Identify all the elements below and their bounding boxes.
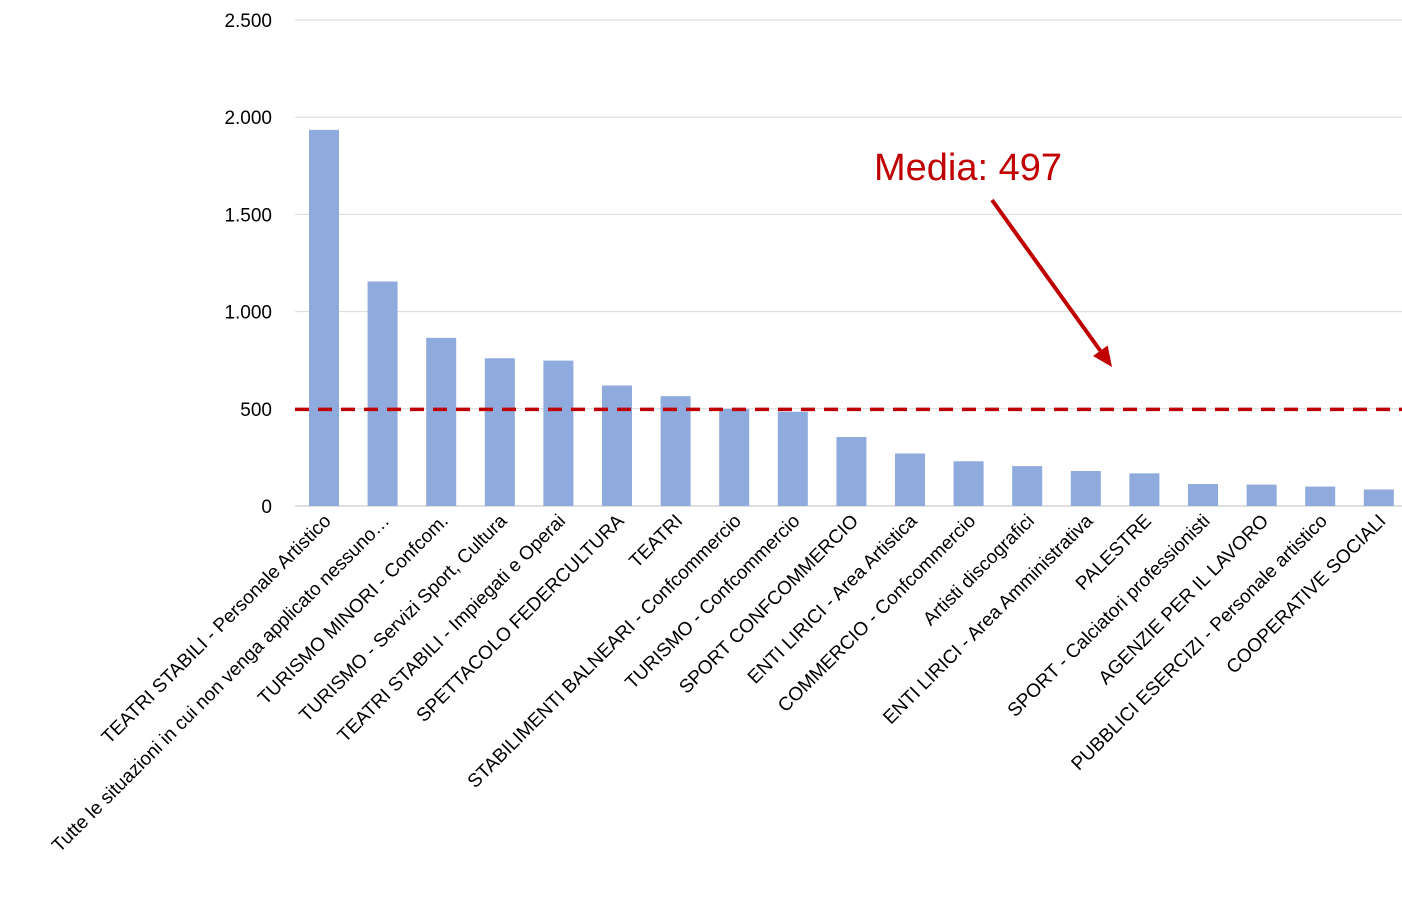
- y-tick-label: 0: [261, 497, 272, 518]
- y-tick-label: 2.000: [224, 108, 272, 129]
- average-annotation: Media: 497: [874, 147, 1112, 367]
- bar: [1012, 466, 1043, 506]
- bar: [660, 396, 691, 506]
- y-tick-label: 500: [240, 400, 272, 421]
- gridlines: [295, 19, 1402, 507]
- y-tick-label: 2.500: [224, 11, 272, 32]
- bars: [309, 129, 1394, 506]
- x-axis-labels: TEATRI STABILI - Personale ArtisticoTutt…: [48, 510, 1390, 856]
- bar: [309, 129, 339, 506]
- x-tick-label: TURISMO - Servizi Sport, Cultura: [296, 510, 512, 726]
- annotation-arrowhead: [1093, 345, 1112, 367]
- bar: [1305, 486, 1336, 506]
- x-tick-label: ENTI LIRICI - Area Amministrativa: [879, 510, 1097, 728]
- y-tick-label: 1.000: [224, 303, 272, 324]
- bar: [484, 358, 515, 506]
- x-tick-label: SPETTACOLO FEDERCULTURA: [413, 510, 629, 726]
- annotation-arrow: [990, 198, 1102, 352]
- bar: [1246, 484, 1277, 506]
- y-tick-label: 1.500: [224, 205, 272, 226]
- bar: [953, 461, 984, 506]
- bar: [1188, 484, 1218, 506]
- bar: [719, 408, 750, 506]
- average-label: Media: 497: [874, 147, 1062, 189]
- bar: [895, 453, 925, 506]
- bar: [543, 360, 574, 506]
- bar: [777, 411, 808, 506]
- bar: [367, 281, 398, 506]
- bar: [602, 385, 632, 506]
- x-tick-label: Artisti discografici: [919, 511, 1038, 630]
- bar: [426, 337, 457, 506]
- x-tick-label: STABILIMENTI BALNEARI - Confcommercio: [464, 511, 746, 793]
- bar: [1129, 473, 1160, 506]
- bar: [836, 436, 867, 506]
- y-axis: 0 500 1.000 1.500 2.000 2.500: [224, 11, 272, 518]
- bar: [1363, 489, 1394, 506]
- bar: [1070, 471, 1101, 506]
